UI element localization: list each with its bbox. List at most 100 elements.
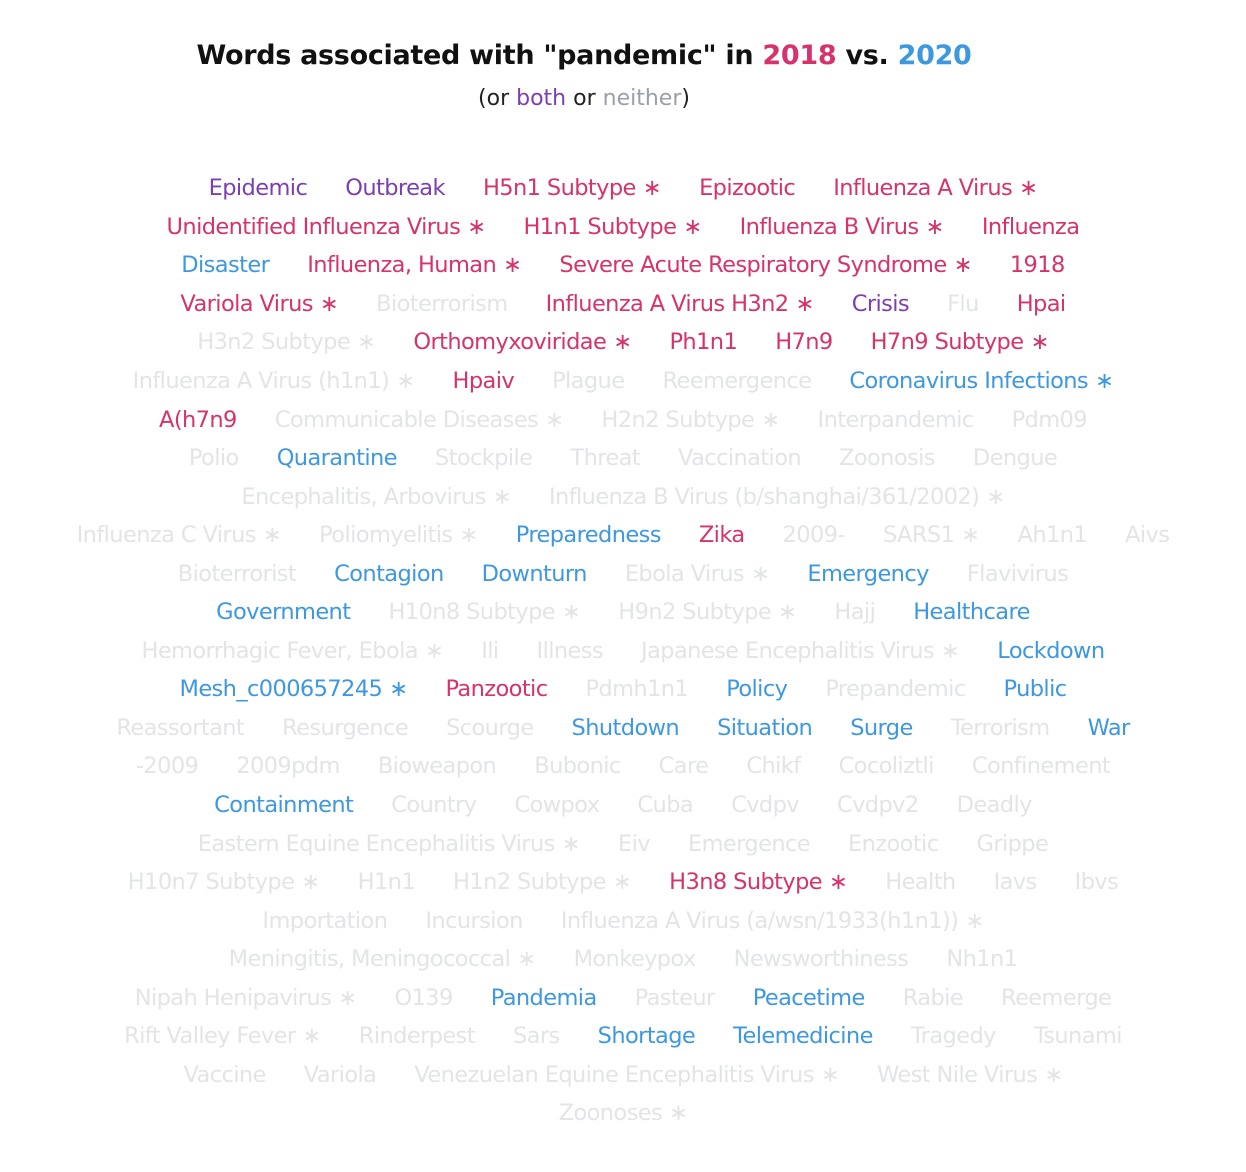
mesh-term-icon: ∗ (683, 213, 702, 240)
word-text: War (1087, 714, 1131, 741)
word-text: Prepandemic (825, 676, 966, 703)
word-neither: Confinement (972, 753, 1111, 779)
word-text: 2009pdm (236, 753, 340, 780)
mesh-term-icon: ∗ (517, 946, 536, 973)
word-text: H3n8 Subtype (669, 869, 823, 896)
word-text: Eiv (618, 830, 651, 857)
mesh-term-icon: ∗ (820, 1061, 840, 1088)
word-text: H5n1 Subtype (482, 175, 636, 202)
word-row: Reassortant Resurgence Scourge Shutdown Situ… (20, 709, 1226, 748)
word-text: Unidentified Influenza Virus (166, 213, 461, 240)
word-text: Tsunami (1033, 1023, 1123, 1050)
title-year-2018: 2018 (762, 40, 837, 71)
mesh-term-icon: ∗ (953, 252, 973, 279)
word-text: Variola Virus (180, 290, 313, 317)
word-text: Eastern Equine Encephalitis Virus (197, 830, 556, 857)
word-neither: Vaccination (678, 445, 802, 471)
word-text: Severe Acute Respiratory Syndrome (559, 252, 947, 279)
word-neither: Flavivirus (967, 561, 1069, 587)
word-text: Deadly (956, 792, 1033, 819)
word-2018: H1n1 Subtype ∗ (523, 213, 702, 240)
word-text: Bioterrorist (177, 560, 297, 587)
word-row: Influenza A Virus (h1n1) ∗ Hpaiv Plague Reem… (20, 362, 1226, 401)
word-text: Care (658, 753, 709, 780)
word-text: West Nile Virus (877, 1061, 1038, 1088)
word-row: Importation Incursion Influenza A Virus (a… (20, 901, 1226, 940)
word-2020: Situation (717, 714, 813, 741)
word-text: Influenza B Virus (b/shanghai/361/2002) (549, 483, 980, 510)
word-neither: West Nile Virus ∗ (877, 1061, 1063, 1088)
word-row: Bioterrorist Contagion Downturn Ebola Virus… (20, 554, 1226, 593)
word-2018: Epizootic (699, 175, 796, 201)
word-neither: Venezuelan Equine Encephalitis Virus ∗ (414, 1062, 839, 1088)
mesh-term-icon: ∗ (669, 1100, 688, 1127)
word-text: Bioweapon (377, 753, 497, 780)
mesh-term-icon: ∗ (961, 522, 980, 549)
word-text: Influenza A Virus (a/wsn/1933(h1n1)) (560, 907, 959, 934)
word-text: Shutdown (571, 714, 680, 741)
word-text: Ibvs (1074, 869, 1119, 896)
mesh-term-icon: ∗ (396, 368, 415, 394)
word-neither: H10n8 Subtype ∗ (388, 599, 580, 625)
word-both: Crisis (852, 291, 910, 317)
word-neither: Ebola Virus ∗ (625, 561, 770, 587)
word-neither: Resurgence (282, 715, 409, 741)
mesh-term-icon: ∗ (319, 290, 339, 317)
word-2018: A(h7n9 (159, 407, 237, 433)
word-2018: Severe Acute Respiratory Syndrome ∗ (559, 252, 973, 279)
word-neither: SARS1 ∗ (883, 522, 980, 548)
word-neither: Rift Valley Fever ∗ (124, 1023, 321, 1049)
word-text: Iavs (993, 869, 1038, 896)
word-neither: Bubonic (534, 753, 621, 779)
word-neither: Communicable Diseases ∗ (275, 407, 564, 433)
word-text: Terrorism (950, 714, 1050, 741)
word-text: O139 (394, 984, 453, 1011)
word-neither: Newsworthiness (734, 946, 909, 972)
word-neither: Emergence (688, 831, 811, 857)
word-text: Reemergence (662, 368, 812, 394)
word-2018: Ph1n1 (669, 329, 737, 355)
word-text: H10n7 Subtype (127, 869, 295, 896)
word-2020: Government (216, 599, 351, 626)
word-neither: -2009 (136, 753, 199, 779)
word-neither: Reassortant (116, 715, 244, 741)
word-text: Tragedy (910, 1023, 997, 1050)
word-2020: Coronavirus Infections ∗ (849, 368, 1114, 394)
word-text: Interpandemic (817, 406, 975, 433)
word-neither: Ah1n1 (1018, 522, 1088, 548)
word-neither: Pdm09 (1012, 407, 1088, 433)
mesh-term-icon: ∗ (561, 830, 581, 857)
word-text: Cvdpv (731, 792, 800, 819)
word-neither: H10n7 Subtype ∗ (128, 869, 320, 895)
word-neither: Country (391, 792, 477, 819)
mesh-term-icon: ∗ (301, 869, 320, 896)
word-2018: Influenza (982, 214, 1080, 240)
word-text: Government (216, 599, 351, 626)
word-neither: Encephalitis, Arbovirus ∗ (241, 484, 511, 510)
word-text: Influenza B Virus (739, 213, 920, 240)
word-text: Reassortant (116, 714, 245, 741)
word-text: H9n2 Subtype (618, 599, 772, 626)
word-row: Nipah Henipavirus ∗ O139 Pandemia Pasteur Pea… (20, 978, 1226, 1017)
word-row: Eastern Equine Encephalitis Virus ∗ Eiv Eme… (20, 824, 1226, 863)
word-neither: Influenza A Virus (a/wsn/1933(h1n1)) ∗ (561, 908, 984, 934)
subtitle-or: or (566, 86, 603, 111)
word-neither: Poliomyelitis ∗ (319, 522, 478, 548)
mesh-term-icon: ∗ (1044, 1061, 1063, 1088)
mesh-term-icon: ∗ (941, 637, 960, 664)
word-neither: H1n2 Subtype ∗ (453, 869, 632, 895)
word-neither: Care (659, 753, 709, 779)
word-2018: Orthomyxoviridae ∗ (413, 329, 632, 355)
word-text: Influenza A Virus (833, 175, 1013, 202)
word-text: Country (391, 792, 477, 819)
word-text: Zoonosis (839, 445, 935, 472)
word-text: Incursion (425, 907, 523, 934)
mesh-term-icon: ∗ (389, 676, 408, 703)
word-text: Influenza A Virus H3n2 (545, 290, 789, 317)
mesh-term-icon: ∗ (302, 1023, 322, 1050)
subtitle-neither: neither (602, 86, 682, 111)
word-text: Situation (717, 714, 813, 741)
word-neither: Eiv (618, 830, 651, 857)
word-text: H7n9 Subtype (870, 329, 1024, 356)
word-2018: H3n8 Subtype ∗ (669, 869, 848, 896)
